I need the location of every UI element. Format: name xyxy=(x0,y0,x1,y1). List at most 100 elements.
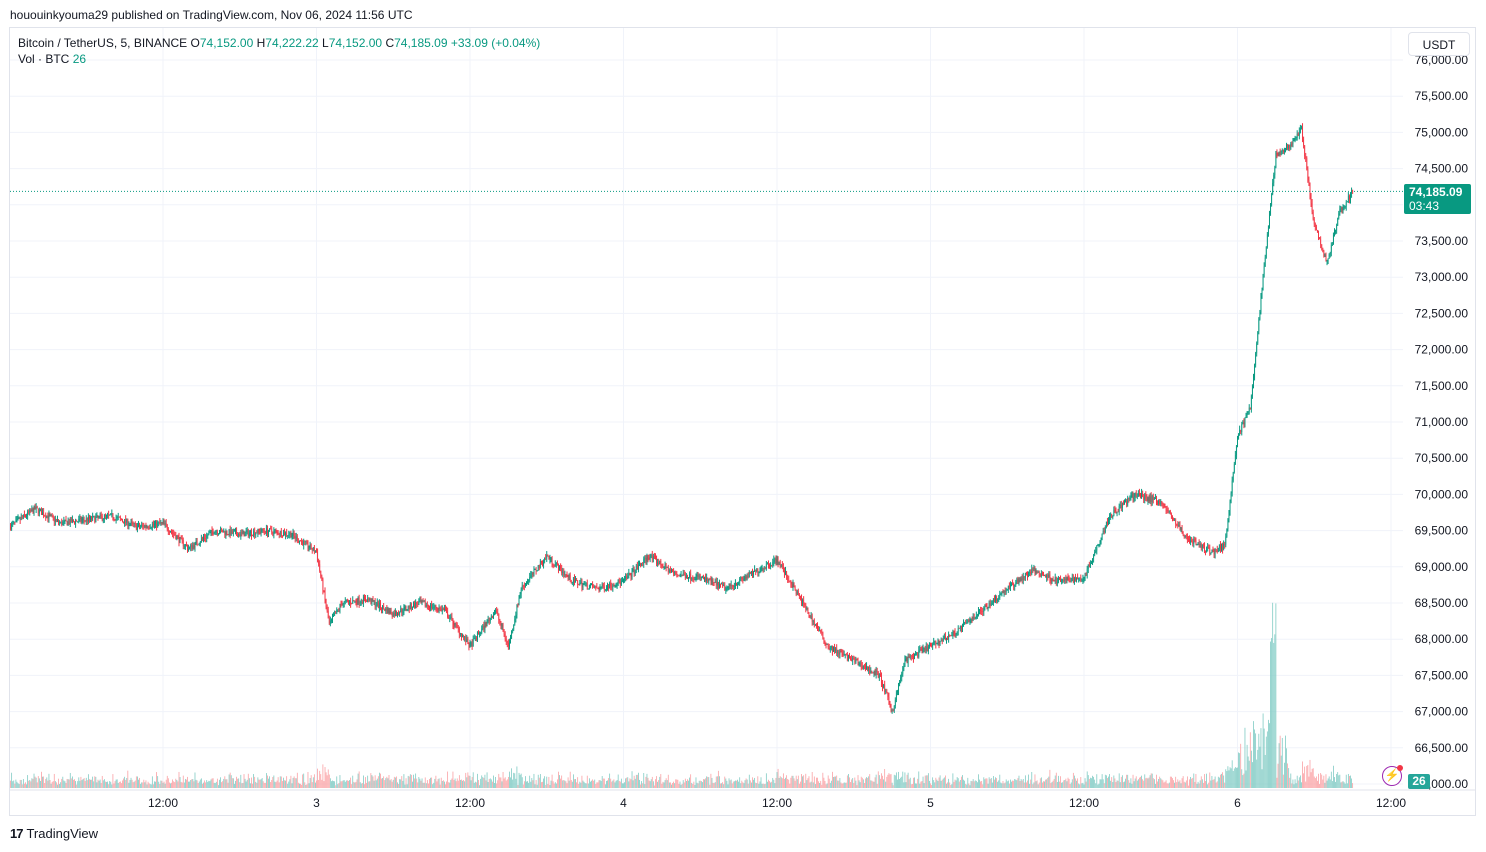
price-chart[interactable]: 66,000.0066,500.0067,000.0067,500.0068,0… xyxy=(10,28,1475,815)
candle-body xyxy=(959,625,961,629)
candle-body xyxy=(772,562,774,566)
candle-body xyxy=(130,521,132,525)
candle-body xyxy=(929,645,930,647)
candle-body xyxy=(851,659,853,662)
volume-bar xyxy=(281,781,283,788)
candle-body xyxy=(467,638,469,645)
candle-body xyxy=(994,598,995,601)
candle-body xyxy=(670,570,671,572)
candle-body xyxy=(1039,573,1041,577)
volume-bar xyxy=(484,774,486,788)
x-tick-label: 3 xyxy=(313,796,320,810)
volume-bar xyxy=(381,778,382,788)
volume-bar xyxy=(54,781,56,788)
volume-bar xyxy=(918,771,920,788)
volume-bar xyxy=(425,783,427,788)
candle-body xyxy=(641,563,643,565)
candle-body xyxy=(68,521,70,525)
candle-body xyxy=(738,582,740,584)
volume-bar xyxy=(387,778,389,788)
volume-bar xyxy=(480,778,482,788)
candle-body xyxy=(552,563,554,566)
low-value: 74,152.00 xyxy=(328,36,383,50)
volume-bar xyxy=(444,781,445,788)
volume-bar xyxy=(919,783,921,788)
candle-body xyxy=(1292,140,1294,144)
volume-bar xyxy=(926,775,928,788)
candle-body xyxy=(140,526,142,528)
volume-bar xyxy=(29,780,31,788)
volume-bar xyxy=(735,780,736,788)
candle-body xyxy=(1248,407,1250,412)
volume-bar xyxy=(787,778,789,788)
candle-body xyxy=(1331,244,1333,246)
candle-body xyxy=(1150,496,1152,503)
candle-body xyxy=(771,565,773,566)
volume-bar xyxy=(861,777,863,788)
candle-body xyxy=(1174,520,1176,522)
volume-bar xyxy=(915,783,916,788)
candle-body xyxy=(420,600,422,603)
volume-bar xyxy=(798,783,800,788)
volume-bar xyxy=(509,771,510,788)
volume-bar xyxy=(838,780,840,788)
volume-bar xyxy=(1048,776,1050,788)
volume-bar xyxy=(833,776,834,788)
flash-icon[interactable]: ⚡ xyxy=(1382,765,1403,786)
volume-bar xyxy=(1021,780,1023,788)
volume-bar xyxy=(806,780,808,788)
volume-bar xyxy=(506,779,508,788)
candle-body xyxy=(988,603,990,608)
candle-body xyxy=(1198,543,1200,546)
volume-bar xyxy=(1103,783,1105,788)
candle-body xyxy=(1151,496,1153,503)
volume-bar xyxy=(416,778,418,788)
volume-bar xyxy=(1083,784,1085,788)
volume-bar xyxy=(988,777,990,788)
volume-bar xyxy=(767,781,768,788)
volume-bar xyxy=(949,782,951,788)
volume-bar xyxy=(989,779,991,788)
volume-bar xyxy=(271,779,273,788)
candle-body xyxy=(406,609,408,610)
volume-bar xyxy=(255,781,257,788)
volume-bar xyxy=(78,777,80,788)
tradingview-brand[interactable]: 17 TradingView xyxy=(10,826,98,841)
volume-bar xyxy=(170,783,171,788)
volume-bar xyxy=(1060,776,1061,788)
volume-bar xyxy=(885,781,887,788)
volume-bar xyxy=(503,778,505,788)
volume-bar xyxy=(703,779,704,788)
volume-bar xyxy=(1168,782,1170,788)
volume-bar xyxy=(1292,779,1294,788)
candle-body xyxy=(1161,501,1163,504)
volume-bar xyxy=(796,779,798,788)
candle-body xyxy=(493,614,494,618)
volume-bar xyxy=(116,779,118,788)
volume-bar xyxy=(940,780,942,788)
volume-bar xyxy=(1124,781,1125,788)
volume-bar xyxy=(52,781,54,788)
candle-body xyxy=(322,579,324,592)
candle-body xyxy=(234,531,235,532)
volume-bar xyxy=(1216,781,1218,788)
volume-bar xyxy=(22,779,24,788)
candle-body xyxy=(299,540,300,542)
candle-body xyxy=(145,525,147,527)
candle-body xyxy=(743,578,745,580)
volume-bar xyxy=(634,778,636,788)
currency-button[interactable]: USDT xyxy=(1408,32,1470,56)
volume-bar xyxy=(1183,781,1185,788)
candle-body xyxy=(683,573,685,575)
candle-body xyxy=(439,608,441,609)
volume-bar xyxy=(866,777,867,788)
volume-bar xyxy=(600,781,602,788)
volume-bar xyxy=(998,780,1000,788)
candle-body xyxy=(650,555,652,558)
candle-body xyxy=(846,654,848,661)
volume-bar xyxy=(1333,765,1334,788)
volume-bar xyxy=(426,780,428,788)
candle-body xyxy=(1052,579,1054,581)
candle-body xyxy=(1068,579,1070,581)
candle-body xyxy=(1333,234,1334,245)
